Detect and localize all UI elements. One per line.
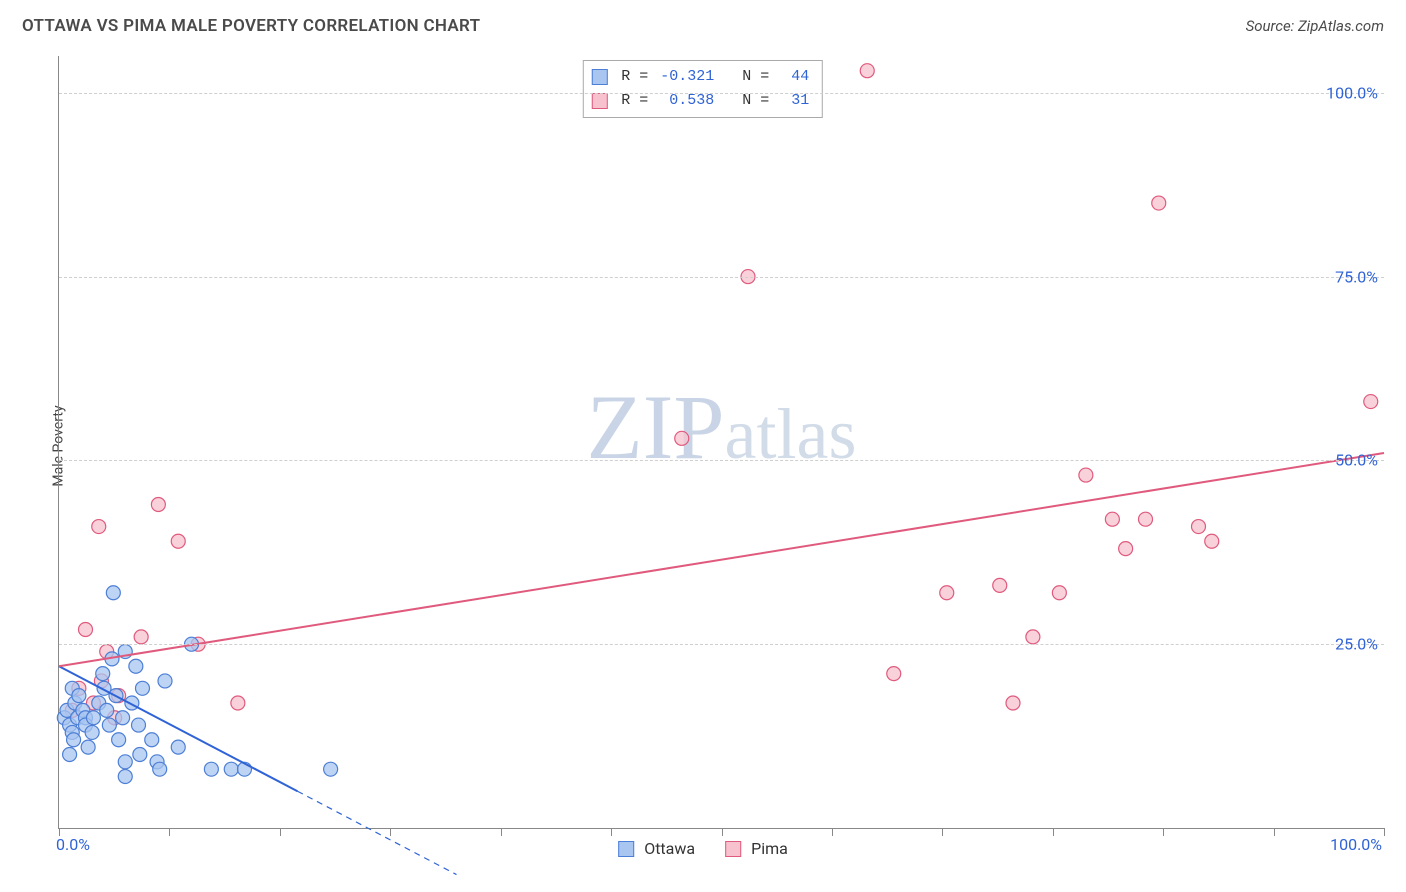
data-point xyxy=(67,733,81,747)
data-point xyxy=(860,64,874,78)
data-point xyxy=(1079,468,1093,482)
data-point xyxy=(132,718,146,732)
legend-series-label: Ottawa xyxy=(644,839,695,858)
data-point xyxy=(1192,520,1206,534)
data-point xyxy=(135,681,149,695)
legend-series-item: Ottawa xyxy=(618,839,695,858)
gridline xyxy=(59,93,1384,94)
data-point xyxy=(675,431,689,445)
x-tick xyxy=(169,828,170,836)
data-point xyxy=(1006,696,1020,710)
data-point xyxy=(129,659,143,673)
gridline xyxy=(59,460,1384,461)
source-label: Source: ZipAtlas.com xyxy=(1246,17,1384,35)
data-point xyxy=(158,674,172,688)
data-point xyxy=(92,520,106,534)
data-point xyxy=(79,622,93,636)
data-point xyxy=(204,762,218,776)
y-tick-label: 100.0% xyxy=(1326,83,1378,102)
data-point xyxy=(134,630,148,644)
title-row: OTTAWA VS PIMA MALE POVERTY CORRELATION … xyxy=(8,8,1398,40)
data-point xyxy=(1152,196,1166,210)
data-point xyxy=(85,725,99,739)
gridline xyxy=(59,277,1384,278)
data-point xyxy=(112,733,126,747)
x-tick-label-left: 0.0% xyxy=(56,835,90,854)
x-tick xyxy=(832,828,833,836)
data-point xyxy=(1052,586,1066,600)
data-point xyxy=(1205,534,1219,548)
data-point xyxy=(102,718,116,732)
y-tick-label: 25.0% xyxy=(1335,635,1378,654)
y-tick-label: 75.0% xyxy=(1335,267,1378,286)
x-tick xyxy=(722,828,723,836)
x-tick xyxy=(942,828,943,836)
data-point xyxy=(887,667,901,681)
data-point xyxy=(1119,542,1133,556)
x-tick xyxy=(390,828,391,836)
data-point xyxy=(116,711,130,725)
data-point xyxy=(145,733,159,747)
data-point xyxy=(940,586,954,600)
x-tick xyxy=(611,828,612,836)
data-point xyxy=(153,762,167,776)
gridline xyxy=(59,644,1384,645)
data-point xyxy=(100,703,114,717)
data-point xyxy=(86,711,100,725)
data-point xyxy=(133,747,147,761)
legend-swatch xyxy=(618,841,634,857)
data-point xyxy=(96,667,110,681)
x-tick xyxy=(1384,828,1385,836)
x-tick xyxy=(1053,828,1054,836)
data-point xyxy=(72,689,86,703)
data-point xyxy=(118,755,132,769)
data-point xyxy=(118,770,132,784)
data-point xyxy=(1026,630,1040,644)
scatter-svg xyxy=(59,56,1384,828)
x-tick-label-right: 100.0% xyxy=(1330,835,1382,854)
data-point xyxy=(106,586,120,600)
legend-series: Ottawa Pima xyxy=(618,839,788,858)
legend-series-item: Pima xyxy=(725,839,788,858)
trend-line xyxy=(298,791,457,874)
data-point xyxy=(224,762,238,776)
x-tick xyxy=(1163,828,1164,836)
data-point xyxy=(171,740,185,754)
x-tick xyxy=(280,828,281,836)
data-point xyxy=(231,696,245,710)
data-point xyxy=(324,762,338,776)
data-point xyxy=(171,534,185,548)
data-point xyxy=(151,497,165,511)
data-point xyxy=(81,740,95,754)
data-point xyxy=(1105,512,1119,526)
y-tick-label: 50.0% xyxy=(1335,451,1378,470)
data-point xyxy=(993,578,1007,592)
trend-line xyxy=(59,453,1384,666)
x-tick xyxy=(1274,828,1275,836)
plot-area: ZIPatlas R =-0.321 N =44R =0.538 N =31 2… xyxy=(58,56,1384,829)
legend-swatch xyxy=(725,841,741,857)
correlation-chart: OTTAWA VS PIMA MALE POVERTY CORRELATION … xyxy=(8,8,1398,884)
x-tick xyxy=(501,828,502,836)
data-point xyxy=(63,747,77,761)
legend-series-label: Pima xyxy=(751,839,788,858)
data-point xyxy=(1139,512,1153,526)
chart-title: OTTAWA VS PIMA MALE POVERTY CORRELATION … xyxy=(22,16,480,36)
data-point xyxy=(1364,395,1378,409)
